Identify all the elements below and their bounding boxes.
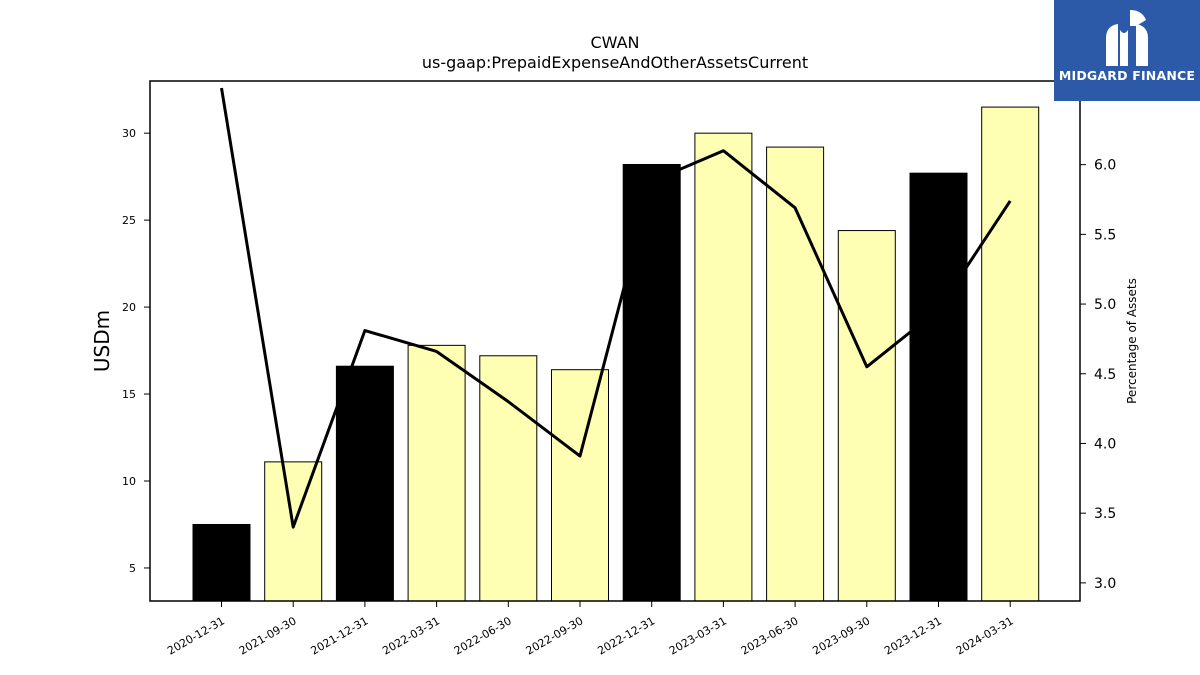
y-tick-label: 30 [122, 127, 136, 140]
y-axis-left: 5 10 15 20 25 30 [122, 127, 150, 575]
bar-2022-03-31 [407, 344, 466, 602]
bar-2022-09-30 [551, 369, 609, 602]
y2-tick-label: 4.0 [1094, 436, 1116, 452]
x-tick-label: 2022-03-31 [380, 614, 442, 657]
x-tick-label: 2022-06-30 [452, 614, 514, 657]
x-tick-label: 2022-12-31 [595, 614, 657, 657]
bar-2021-12-31 [335, 365, 394, 602]
y2-tick-label: 5.5 [1094, 227, 1116, 243]
bar-2023-06-30 [766, 146, 825, 602]
y-tick-label: 10 [122, 475, 136, 488]
bar-2023-03-31 [694, 132, 753, 602]
percentage-line [220, 87, 1012, 529]
logo-mark-icon [1106, 10, 1148, 66]
x-tick-label: 2023-03-31 [667, 614, 729, 657]
y-tick-label: 25 [122, 214, 136, 227]
logo-text: MIDGARD FINANCE [1058, 68, 1196, 83]
x-tick-label: 2021-12-31 [309, 614, 371, 657]
bar-2021-09-30 [264, 461, 323, 602]
x-tick-label: 2023-06-30 [739, 614, 801, 657]
x-tick-label: 2022-09-30 [524, 614, 586, 657]
bar-2022-12-31 [622, 163, 681, 602]
y2-tick-label: 4.5 [1094, 367, 1116, 383]
y-axis-right: 3.03.54.04.55.05.56.06.5 [1080, 88, 1116, 592]
y2-axis-label: Percentage of Assets [1125, 278, 1139, 404]
chart-title: CWAN [590, 33, 639, 52]
chart-subtitle: us-gaap:PrepaidExpenseAndOtherAssetsCurr… [422, 53, 808, 72]
y2-tick-label: 3.0 [1094, 576, 1116, 592]
x-tick-label: 2024-03-31 [954, 614, 1016, 657]
y2-tick-label: 6.0 [1094, 158, 1116, 174]
x-tick-label: 2023-12-31 [882, 614, 944, 657]
bar-2023-12-31 [909, 172, 968, 602]
x-tick-label: 2020-12-31 [165, 614, 227, 657]
y-tick-label: 15 [122, 388, 136, 401]
y2-tick-label: 3.5 [1094, 506, 1116, 522]
bar-2022-06-30 [479, 355, 538, 602]
plot-frame [149, 80, 1081, 602]
bar-2020-12-31 [192, 523, 251, 602]
y-tick-label: 5 [129, 562, 136, 575]
x-tick-label: 2023-09-30 [810, 614, 872, 657]
bar-2023-09-30 [837, 230, 896, 602]
x-axis: 2020-12-31 2021-09-30 2021-12-31 2022-03-31… [165, 601, 1016, 658]
bars [192, 106, 1040, 602]
percentage-series-line [220, 87, 1012, 529]
y-axis-label: USDm [90, 310, 114, 372]
y2-tick-label: 5.0 [1094, 297, 1116, 313]
y-tick-label: 20 [122, 301, 136, 314]
midgard-finance-logo: MIDGARD FINANCE [1054, 0, 1200, 101]
bar-2024-03-31 [981, 106, 1040, 602]
x-tick-label: 2021-09-30 [237, 614, 299, 657]
